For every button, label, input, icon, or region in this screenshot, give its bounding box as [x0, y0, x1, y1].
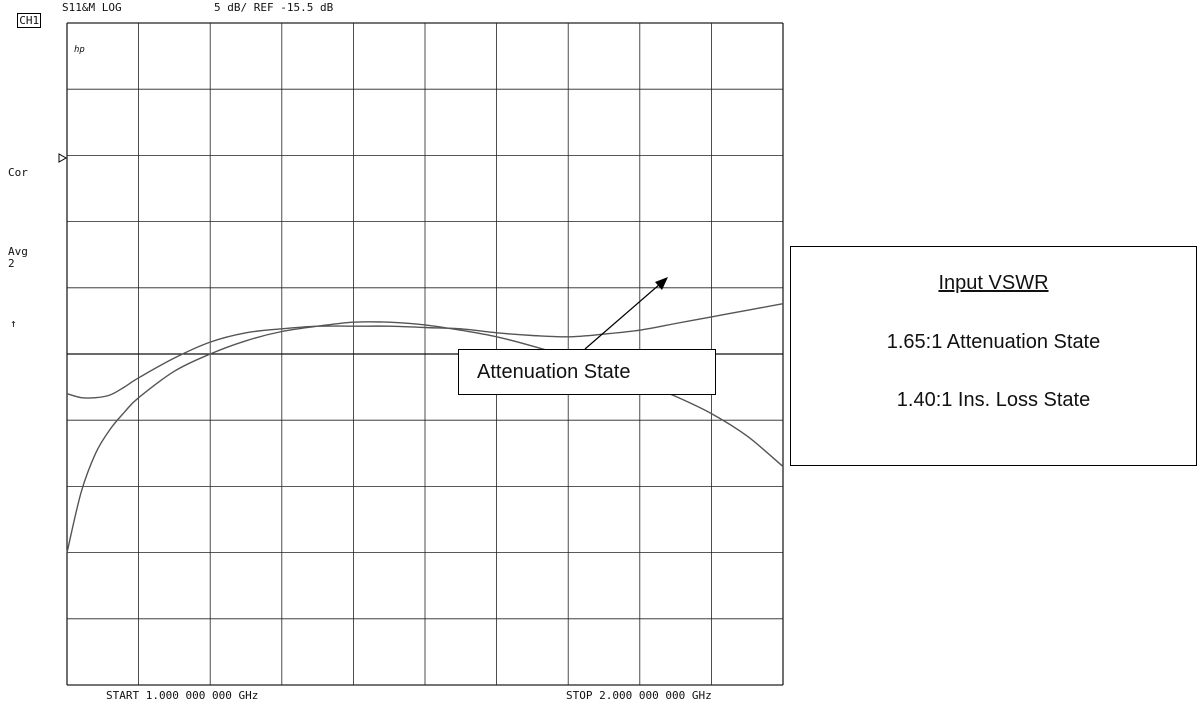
reference-marker-icon — [58, 153, 68, 163]
measurement-label: S11&M LOG — [62, 1, 122, 14]
cor-label: Cor — [8, 166, 28, 179]
annotation-arrowhead-icon — [655, 277, 668, 290]
start-frequency-label: START 1.000 000 000 GHz — [106, 689, 259, 702]
hp-logo: hp — [74, 45, 85, 55]
vswr-title: Input VSWR — [938, 272, 1049, 294]
annotation-arrow-shaft — [584, 283, 661, 350]
attenuation-state-callout: Attenuation State — [458, 349, 716, 395]
avg-factor-label: 2 — [8, 257, 15, 270]
channel-badge: CH1 — [17, 13, 42, 28]
scale-label: 5 dB/ REF -15.5 dB — [214, 1, 334, 14]
channel-label: CH1 — [4, 1, 42, 28]
stop-frequency-label: STOP 2.000 000 000 GHz — [566, 689, 712, 702]
input-vswr-box: Input VSWR 1.65:1 Attenuation State 1.40… — [790, 246, 1197, 466]
vswr-insertion-loss-line: 1.40:1 Ins. Loss State — [896, 389, 1091, 411]
reference-arrow-icon: ↑ — [10, 317, 17, 330]
callout-label: Attenuation State — [477, 361, 631, 383]
trace-ins-loss-state — [66, 303, 784, 399]
vswr-attenuation-line: 1.65:1 Attenuation State — [886, 331, 1101, 353]
avg-label: Avg — [8, 245, 28, 258]
